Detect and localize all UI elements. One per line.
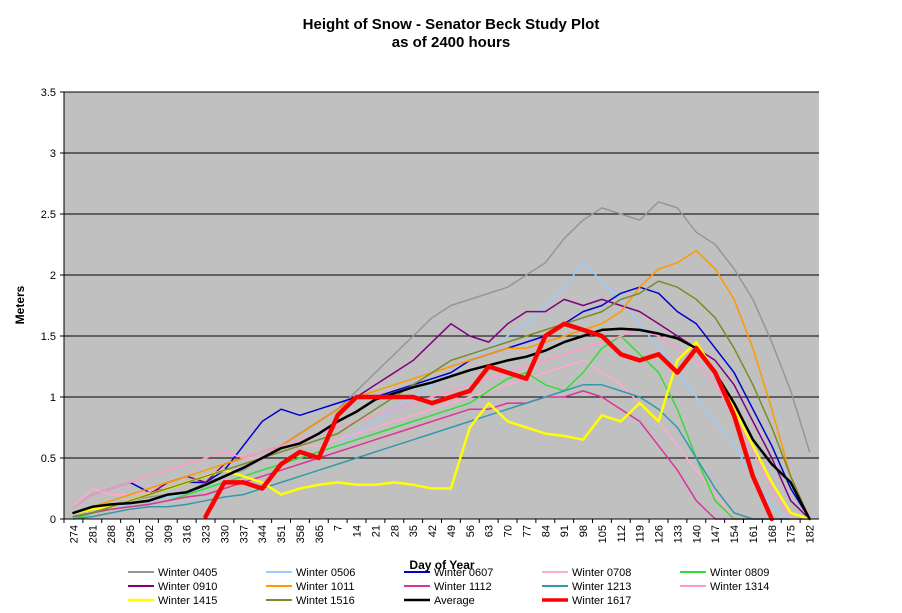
x-tick-label: 7 (333, 525, 345, 531)
series-line-winter-0607 (72, 286, 811, 520)
legend-label: Winter 0506 (296, 567, 355, 579)
legend-label: Winter 1112 (434, 581, 492, 593)
x-tick-label: 281 (87, 525, 99, 543)
x-tick-label: 77 (521, 525, 533, 537)
legend-item: Winter 1213 (542, 581, 631, 593)
x-tick-label: 288 (106, 525, 118, 543)
legend-item: Winter 1617 (542, 595, 631, 607)
x-tick-label: 84 (540, 525, 552, 537)
legend-item: Winter 1415 (128, 595, 217, 607)
legend-item: Winter 0910 (128, 581, 217, 593)
y-axis-label: Meters (13, 285, 27, 324)
series-line-winter-1314 (72, 329, 811, 520)
y-tick-labels: 0 0.5 1 1.5 2 2.5 3 3.5 (41, 87, 64, 526)
x-tick-label: 323 (201, 525, 213, 543)
legend-label: Winter 0708 (572, 567, 631, 579)
x-tick-label: 140 (691, 525, 703, 543)
series-lines (72, 201, 811, 522)
legend-label: Average (434, 595, 475, 607)
y-tick-label: 1 (50, 392, 56, 404)
x-tick-label: 133 (672, 525, 684, 543)
x-tick-label: 358 (295, 525, 307, 543)
series-line-winter-1617 (203, 321, 775, 522)
x-tick-label: 316 (182, 525, 194, 543)
y-tick-label: 0 (50, 514, 56, 526)
legend-item: Average (404, 595, 475, 607)
chart-subtitle: as of 2400 hours (392, 34, 510, 51)
x-tick-label: 147 (710, 525, 722, 543)
series-line-winter-1112 (72, 390, 811, 520)
gridlines (64, 91, 819, 459)
legend-item: Winter 0405 (128, 567, 217, 579)
x-tick-label: 161 (748, 525, 760, 543)
legend-label: Winter 0910 (158, 581, 217, 593)
x-tick-label: 119 (635, 525, 647, 543)
x-tick-label: 337 (238, 525, 250, 543)
series-line-wintet-1516 (72, 280, 811, 520)
x-tick-label: 98 (578, 525, 590, 537)
x-tick-label: 330 (219, 525, 231, 543)
x-tick-label: 168 (767, 525, 779, 543)
x-tick-label: 175 (786, 525, 798, 543)
legend-label: Winter 1415 (158, 595, 217, 607)
legend-label: Winter 1213 (572, 581, 631, 593)
plot-area (64, 92, 819, 519)
x-tick-label: 351 (276, 525, 288, 543)
x-tick-label: 91 (559, 525, 571, 537)
x-tick-label: 105 (597, 525, 609, 543)
y-tick-label: 2.5 (41, 209, 56, 221)
series-line-winter-1213 (72, 384, 811, 520)
legend-item: Winter 0809 (680, 567, 769, 579)
x-tick-label: 21 (370, 525, 382, 537)
legend-item: Winter 0607 (404, 567, 493, 579)
legend-item: Wintet 1516 (266, 595, 355, 607)
x-tick-label: 302 (144, 525, 156, 543)
x-tick-label: 365 (314, 525, 326, 543)
legend-item: Winter 1314 (680, 581, 769, 593)
x-tick-label: 344 (257, 525, 269, 543)
y-tick-label: 1.5 (41, 331, 56, 343)
y-tick-label: 2 (50, 270, 56, 282)
x-tick-label: 49 (446, 525, 458, 537)
chart-title: Height of Snow - Senator Beck Study Plot (303, 16, 600, 33)
legend-label: Winter 1011 (296, 581, 355, 593)
legend-label: Wintet 1516 (296, 595, 355, 607)
legend-label: Winter 0809 (710, 567, 769, 579)
series-line-average (72, 327, 811, 521)
legend-label: Winter 0607 (434, 567, 493, 579)
x-tick-label: 309 (163, 525, 175, 543)
y-tick-label: 3 (50, 148, 56, 160)
series-line-winter-1011 (72, 249, 811, 520)
legend-label: Winter 1314 (710, 581, 769, 593)
x-tick-label: 63 (484, 525, 496, 537)
x-tick-label: 42 (427, 525, 439, 537)
y-tick-label: 3.5 (41, 87, 56, 99)
series-line-winter-0809 (72, 335, 811, 520)
legend: Winter 0405 Winter 0506 Winter 0607 Winter … (128, 567, 769, 607)
x-tick-label: 182 (805, 525, 817, 543)
x-tick-label: 154 (729, 525, 741, 543)
x-tick-label: 56 (465, 525, 477, 537)
x-tick-label: 14 (352, 525, 364, 537)
x-tick-label: 274 (68, 525, 80, 543)
x-tick-label: 35 (408, 525, 420, 537)
x-tick-label: 70 (503, 525, 515, 537)
legend-label: Winter 0405 (158, 567, 217, 579)
legend-item: Winter 0506 (266, 567, 355, 579)
legend-item: Winter 0708 (542, 567, 631, 579)
legend-item: Winter 1011 (266, 581, 355, 593)
x-tick-label: 112 (616, 525, 628, 543)
x-tick-labels: 274 281 288 295 302 309 316 323 330 337 344 351 358 3… (63, 519, 817, 543)
x-tick-label: 295 (125, 525, 137, 543)
legend-label: Winter 1617 (572, 595, 631, 607)
x-tick-label: 126 (654, 525, 666, 543)
y-tick-label: 0.5 (41, 453, 56, 465)
x-axis-label: Day of Year (409, 558, 474, 572)
legend-item: Winter 1112 (404, 581, 492, 593)
x-tick-label: 28 (389, 525, 401, 537)
